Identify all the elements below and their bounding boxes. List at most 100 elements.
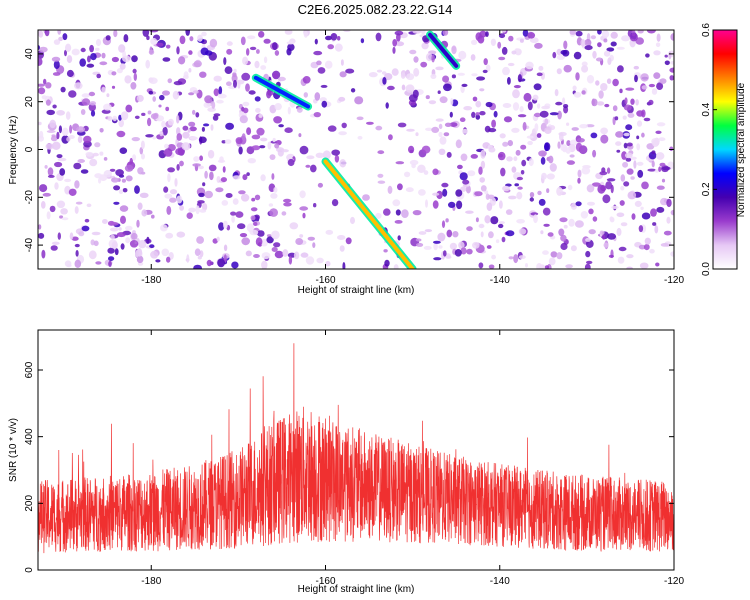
spectrogram-cell	[242, 56, 249, 65]
spectrogram-cell	[406, 128, 415, 132]
spectrogram-cell	[254, 96, 261, 102]
spectrogram-cell	[263, 56, 268, 64]
spectrogram-cell	[540, 230, 544, 235]
spectrogram-cell	[519, 106, 524, 113]
spectrogram-cell	[430, 73, 437, 79]
spectrogram-cell	[480, 149, 486, 159]
spectrogram-cell	[635, 37, 644, 45]
spectrogram-cell	[568, 218, 575, 227]
spectrogram-cell	[471, 111, 476, 118]
spectrogram-cell	[78, 231, 85, 237]
spectrogram-cell	[52, 141, 61, 150]
spectrogram-cell	[146, 236, 150, 245]
spectrogram-cell	[588, 208, 594, 215]
spectrogram-cell	[90, 53, 97, 61]
spectrogram-cell	[95, 261, 102, 265]
y-tick-label: 0	[24, 146, 35, 152]
spectrogram-cell	[188, 68, 192, 73]
spectrogram-cell	[295, 238, 304, 245]
spectrogram-cell	[526, 135, 534, 139]
spectrogram-cell	[451, 45, 457, 55]
spectrogram-cell	[397, 122, 407, 128]
spectrogram-cell	[609, 216, 614, 221]
spectrogram-cell	[608, 254, 615, 258]
spectrogram-cell	[233, 68, 237, 73]
spectrogram-cell	[538, 150, 547, 157]
spectrogram-cell	[150, 250, 159, 259]
spectrogram-cell	[327, 44, 335, 50]
spectrogram-cell	[324, 60, 333, 69]
spectrogram-cell	[137, 202, 143, 210]
spectrogram-cell	[282, 249, 289, 257]
spectrogram-cell	[636, 161, 644, 166]
spectrogram-cell	[158, 104, 162, 108]
spectrogram-cell	[66, 69, 74, 78]
spectrogram-cell	[597, 42, 602, 48]
spectrogram-cell	[331, 149, 341, 156]
spectrogram-cell	[213, 113, 221, 117]
spectrogram-cell	[626, 254, 634, 259]
spectrogram-cell	[116, 232, 126, 238]
spectrogram-cell	[534, 42, 543, 49]
spectrogram-cell	[508, 195, 517, 200]
colorbar-tick-label: 0.0	[701, 262, 712, 276]
spectrogram-cell	[485, 31, 489, 37]
spectrogram-cell	[627, 112, 635, 118]
spectrogram-cell	[231, 261, 239, 269]
spectrogram-cell	[556, 252, 563, 260]
spectrogram-cell	[237, 223, 246, 230]
spectrogram-cell	[110, 234, 115, 240]
spectrogram-cell	[46, 211, 51, 220]
spectrogram-cell	[569, 30, 577, 35]
spectrogram-cell	[536, 133, 542, 138]
spectrogram-cell	[455, 189, 463, 197]
spectrogram-cell	[302, 76, 311, 84]
spectrogram-cell	[226, 41, 233, 46]
spectrogram-cell	[507, 62, 515, 67]
spectrogram-cell	[110, 227, 119, 232]
spectrogram-cell	[627, 191, 637, 200]
spectrogram-cell	[299, 206, 309, 211]
spectrogram-cell	[300, 252, 309, 258]
colorbar-tick-label: 0.6	[701, 23, 712, 37]
spectrogram-cell	[58, 125, 63, 134]
spectrogram-cell	[162, 57, 171, 62]
spectrogram-cell	[274, 103, 282, 111]
spectrogram-cell	[644, 237, 651, 245]
spectrogram-cell	[317, 182, 323, 188]
spectrogram-cell	[377, 173, 384, 178]
spectrogram-cell	[606, 78, 612, 84]
spectrogram-cell	[592, 216, 598, 222]
spectrogram-cell	[188, 121, 196, 127]
spectrogram-cell	[443, 83, 452, 92]
spectrogram-cell	[425, 127, 433, 131]
spectrogram-cell	[88, 250, 97, 260]
spectrogram-cell	[638, 225, 644, 233]
spectrogram-cell	[360, 38, 365, 44]
spectrogram-cell	[471, 73, 478, 77]
spectrogram-cell	[423, 245, 432, 250]
spectrogram-cell	[302, 212, 306, 219]
spectrogram-cell	[413, 56, 419, 63]
spectrogram-cell	[45, 143, 54, 150]
spectrogram-cell	[650, 208, 657, 217]
spectrogram-cell	[602, 234, 606, 240]
spectrogram-cell	[179, 205, 185, 211]
spectrogram-cell	[207, 107, 216, 112]
spectrogram-cell	[498, 221, 505, 225]
spectrogram-cell	[199, 155, 204, 161]
spectrogram-cell	[649, 248, 655, 254]
spectrogram-cell	[640, 73, 649, 82]
spectrogram-cell	[99, 128, 104, 133]
spectrogram-cell	[412, 30, 422, 34]
spectrogram-cell	[633, 65, 639, 70]
spectrogram-cell	[188, 92, 195, 96]
spectrogram-cell	[71, 236, 79, 241]
spectrogram-cell	[624, 97, 628, 105]
spectrogram-cell	[420, 30, 426, 35]
spectrogram-cell	[338, 96, 346, 102]
spectrogram-cell	[445, 218, 449, 223]
spectrogram-cell	[511, 166, 517, 173]
spectrogram-cell	[438, 131, 443, 138]
spectrogram-cell	[166, 256, 171, 263]
